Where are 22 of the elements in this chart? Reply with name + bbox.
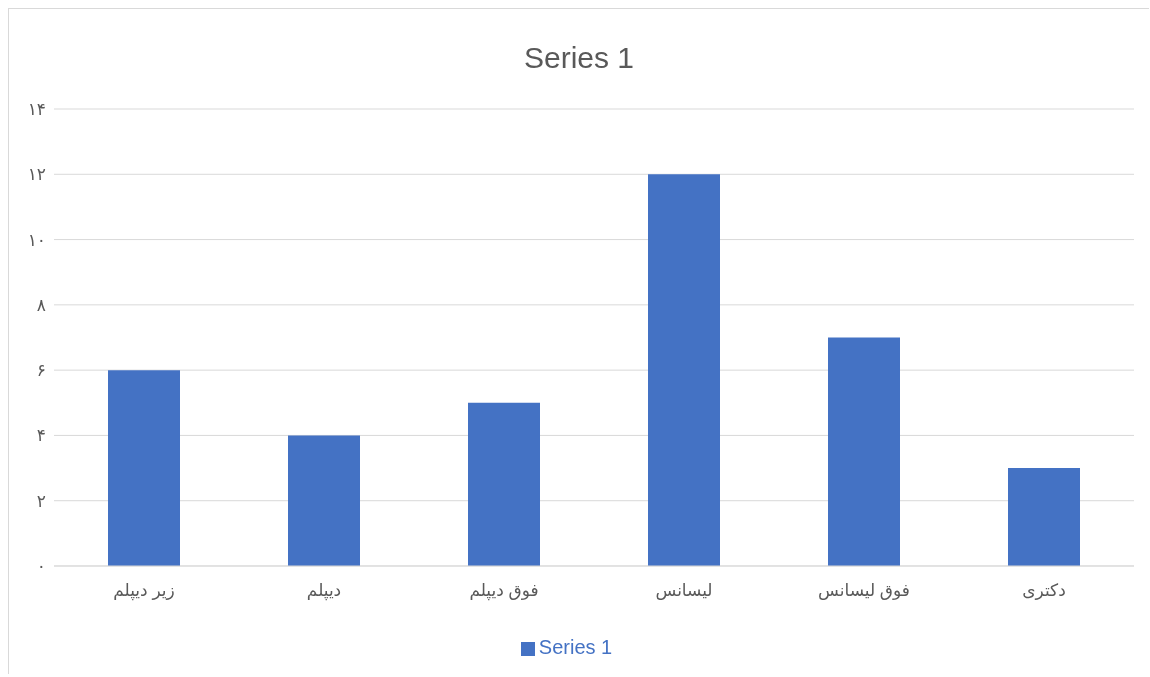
y-tick-label: ۶ bbox=[36, 361, 46, 381]
chart-title: Series 1 bbox=[522, 40, 636, 76]
x-tick-label: دیپلم bbox=[306, 581, 342, 602]
bar bbox=[648, 174, 720, 566]
bar bbox=[288, 435, 360, 566]
y-tick-label: ۲ bbox=[36, 491, 46, 511]
bar bbox=[1008, 468, 1080, 566]
x-tick-label: دکتری bbox=[1022, 581, 1066, 601]
y-tick-label: ۱۴ bbox=[27, 100, 46, 120]
x-tick-label: فوق دیپلم bbox=[469, 581, 539, 602]
bar bbox=[828, 337, 900, 566]
bar bbox=[468, 402, 540, 566]
y-tick-label: ۴ bbox=[36, 426, 46, 446]
y-tick-label: ۱۲ bbox=[27, 165, 46, 185]
y-tick-label: ۱۰ bbox=[27, 230, 46, 250]
legend-label: Series 1 bbox=[538, 636, 613, 658]
x-tick-label: لیسانس bbox=[655, 581, 713, 601]
x-tick-label: فوق لیسانس bbox=[818, 581, 910, 601]
x-tick-label: زیر دیپلم bbox=[113, 581, 175, 602]
y-tick-label: ۰ bbox=[36, 557, 46, 577]
bar bbox=[108, 370, 180, 566]
y-tick-label: ۸ bbox=[36, 295, 46, 315]
